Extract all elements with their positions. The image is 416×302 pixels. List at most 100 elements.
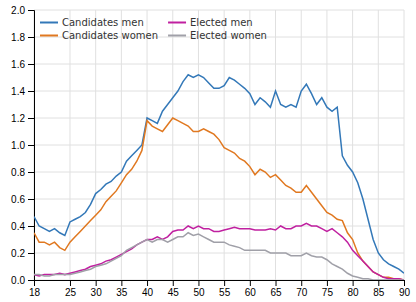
- legend-entry: Elected men: [168, 17, 253, 28]
- lines: [34, 75, 404, 280]
- tick-label: 75: [322, 287, 334, 298]
- tick-mark: [28, 253, 34, 254]
- tick-label: 90: [399, 287, 411, 298]
- tick-mark: [28, 64, 34, 65]
- tick-mark: [28, 145, 34, 146]
- tick: 0.0: [11, 275, 34, 286]
- tick: 85: [373, 280, 385, 298]
- tick-mark: [28, 91, 34, 92]
- tick: 40: [142, 280, 154, 298]
- tick-label: 1.8: [11, 32, 25, 43]
- tick-label: 85: [373, 287, 385, 298]
- tick: 0.8: [11, 167, 34, 178]
- tick-label: 30: [91, 287, 103, 298]
- tick: 1.0: [11, 140, 34, 151]
- tick-label: 0.2: [11, 248, 25, 259]
- tick-mark: [378, 280, 379, 286]
- legend-entry: Candidates men: [40, 17, 144, 28]
- tick-mark: [147, 280, 148, 286]
- x-axis: 18 25 30 35 40 45 50 55 60 65 70 75 80 85 90: [29, 280, 411, 298]
- tick: 60: [245, 280, 257, 298]
- tick: 2.0: [11, 5, 34, 16]
- tick-mark: [250, 280, 251, 286]
- tick-label: 65: [270, 287, 282, 298]
- tick-mark: [224, 280, 225, 286]
- legend-entry: Elected women: [168, 30, 267, 41]
- tick-label: 50: [193, 287, 205, 298]
- tick-label: 0.0: [11, 275, 25, 286]
- tick: 1.4: [11, 86, 34, 97]
- tick: 70: [296, 280, 308, 298]
- tick-label: 45: [168, 287, 180, 298]
- tick-label: 0.4: [11, 221, 25, 232]
- tick-mark: [404, 280, 405, 286]
- tick-label: 1.2: [11, 113, 25, 124]
- tick-label: 18: [29, 287, 41, 298]
- tick: 0.4: [11, 221, 34, 232]
- tick: 75: [322, 280, 334, 298]
- axis-line: [28, 11, 35, 281]
- grid-line: [34, 10, 404, 11]
- legend: Candidates men Candidates women Elected me…: [40, 17, 267, 41]
- tick-label: 2.0: [11, 5, 25, 16]
- grid-line: [34, 118, 404, 119]
- chart: 18 25 30 35 40 45 50 55 60 65 70 75 80 85 90 0.0 0.2 0.4 0…: [0, 0, 416, 302]
- legend-swatch: [40, 22, 58, 24]
- tick-mark: [198, 280, 199, 286]
- tick-mark: [28, 10, 34, 11]
- tick-label: 1.4: [11, 86, 25, 97]
- tick-mark: [28, 280, 34, 281]
- tick: 1.2: [11, 113, 34, 124]
- tick: 45: [168, 280, 180, 298]
- tick-mark: [28, 199, 34, 200]
- grid-line: [34, 145, 404, 146]
- tick-mark: [28, 172, 34, 173]
- tick-label: 25: [65, 287, 77, 298]
- series-line: [34, 233, 404, 280]
- tick-mark: [353, 280, 354, 286]
- tick-label: 0.6: [11, 194, 25, 205]
- tick-mark: [173, 280, 174, 286]
- tick-mark: [327, 280, 328, 286]
- legend-label: Candidates women: [62, 30, 158, 41]
- grid: [34, 10, 404, 280]
- tick-label: 70: [296, 287, 308, 298]
- tick-label: 40: [142, 287, 154, 298]
- legend-swatch: [40, 35, 58, 37]
- tick-label: 80: [348, 287, 360, 298]
- tick: 1.8: [11, 32, 34, 43]
- tick-label: 0.8: [11, 167, 25, 178]
- axis-line: [35, 281, 405, 287]
- legend-swatch: [168, 35, 186, 37]
- legend-swatch: [168, 22, 186, 24]
- tick: 0.6: [11, 194, 34, 205]
- tick-label: 55: [219, 287, 231, 298]
- tick-mark: [28, 37, 34, 38]
- tick-label: 1.0: [11, 140, 25, 151]
- legend-label: Elected women: [190, 30, 267, 41]
- tick: 1.6: [11, 59, 34, 70]
- tick: 90: [399, 280, 411, 298]
- series-line: [34, 118, 404, 280]
- legend-label: Candidates men: [62, 17, 144, 28]
- tick-label: 35: [116, 287, 128, 298]
- tick: 50: [193, 280, 205, 298]
- tick: 55: [219, 280, 231, 298]
- tick-mark: [276, 280, 277, 286]
- grid-line: [34, 91, 404, 92]
- tick-mark: [28, 226, 34, 227]
- tick: 80: [348, 280, 360, 298]
- plot: 18 25 30 35 40 45 50 55 60 65 70 75 80 85 90 0.0 0.2 0.4 0…: [11, 5, 410, 298]
- legend-entry: Candidates women: [40, 30, 158, 41]
- grid-line: [34, 64, 404, 65]
- grid-line: [34, 253, 404, 254]
- tick: 0.2: [11, 248, 34, 259]
- grid-line: [34, 199, 404, 200]
- tick-label: 1.6: [11, 59, 25, 70]
- legend-label: Elected men: [190, 17, 253, 28]
- tick: 18: [29, 280, 41, 298]
- tick-mark: [121, 280, 122, 286]
- tick: 65: [270, 280, 282, 298]
- grid-line: [34, 172, 404, 173]
- grid-line: [34, 226, 404, 227]
